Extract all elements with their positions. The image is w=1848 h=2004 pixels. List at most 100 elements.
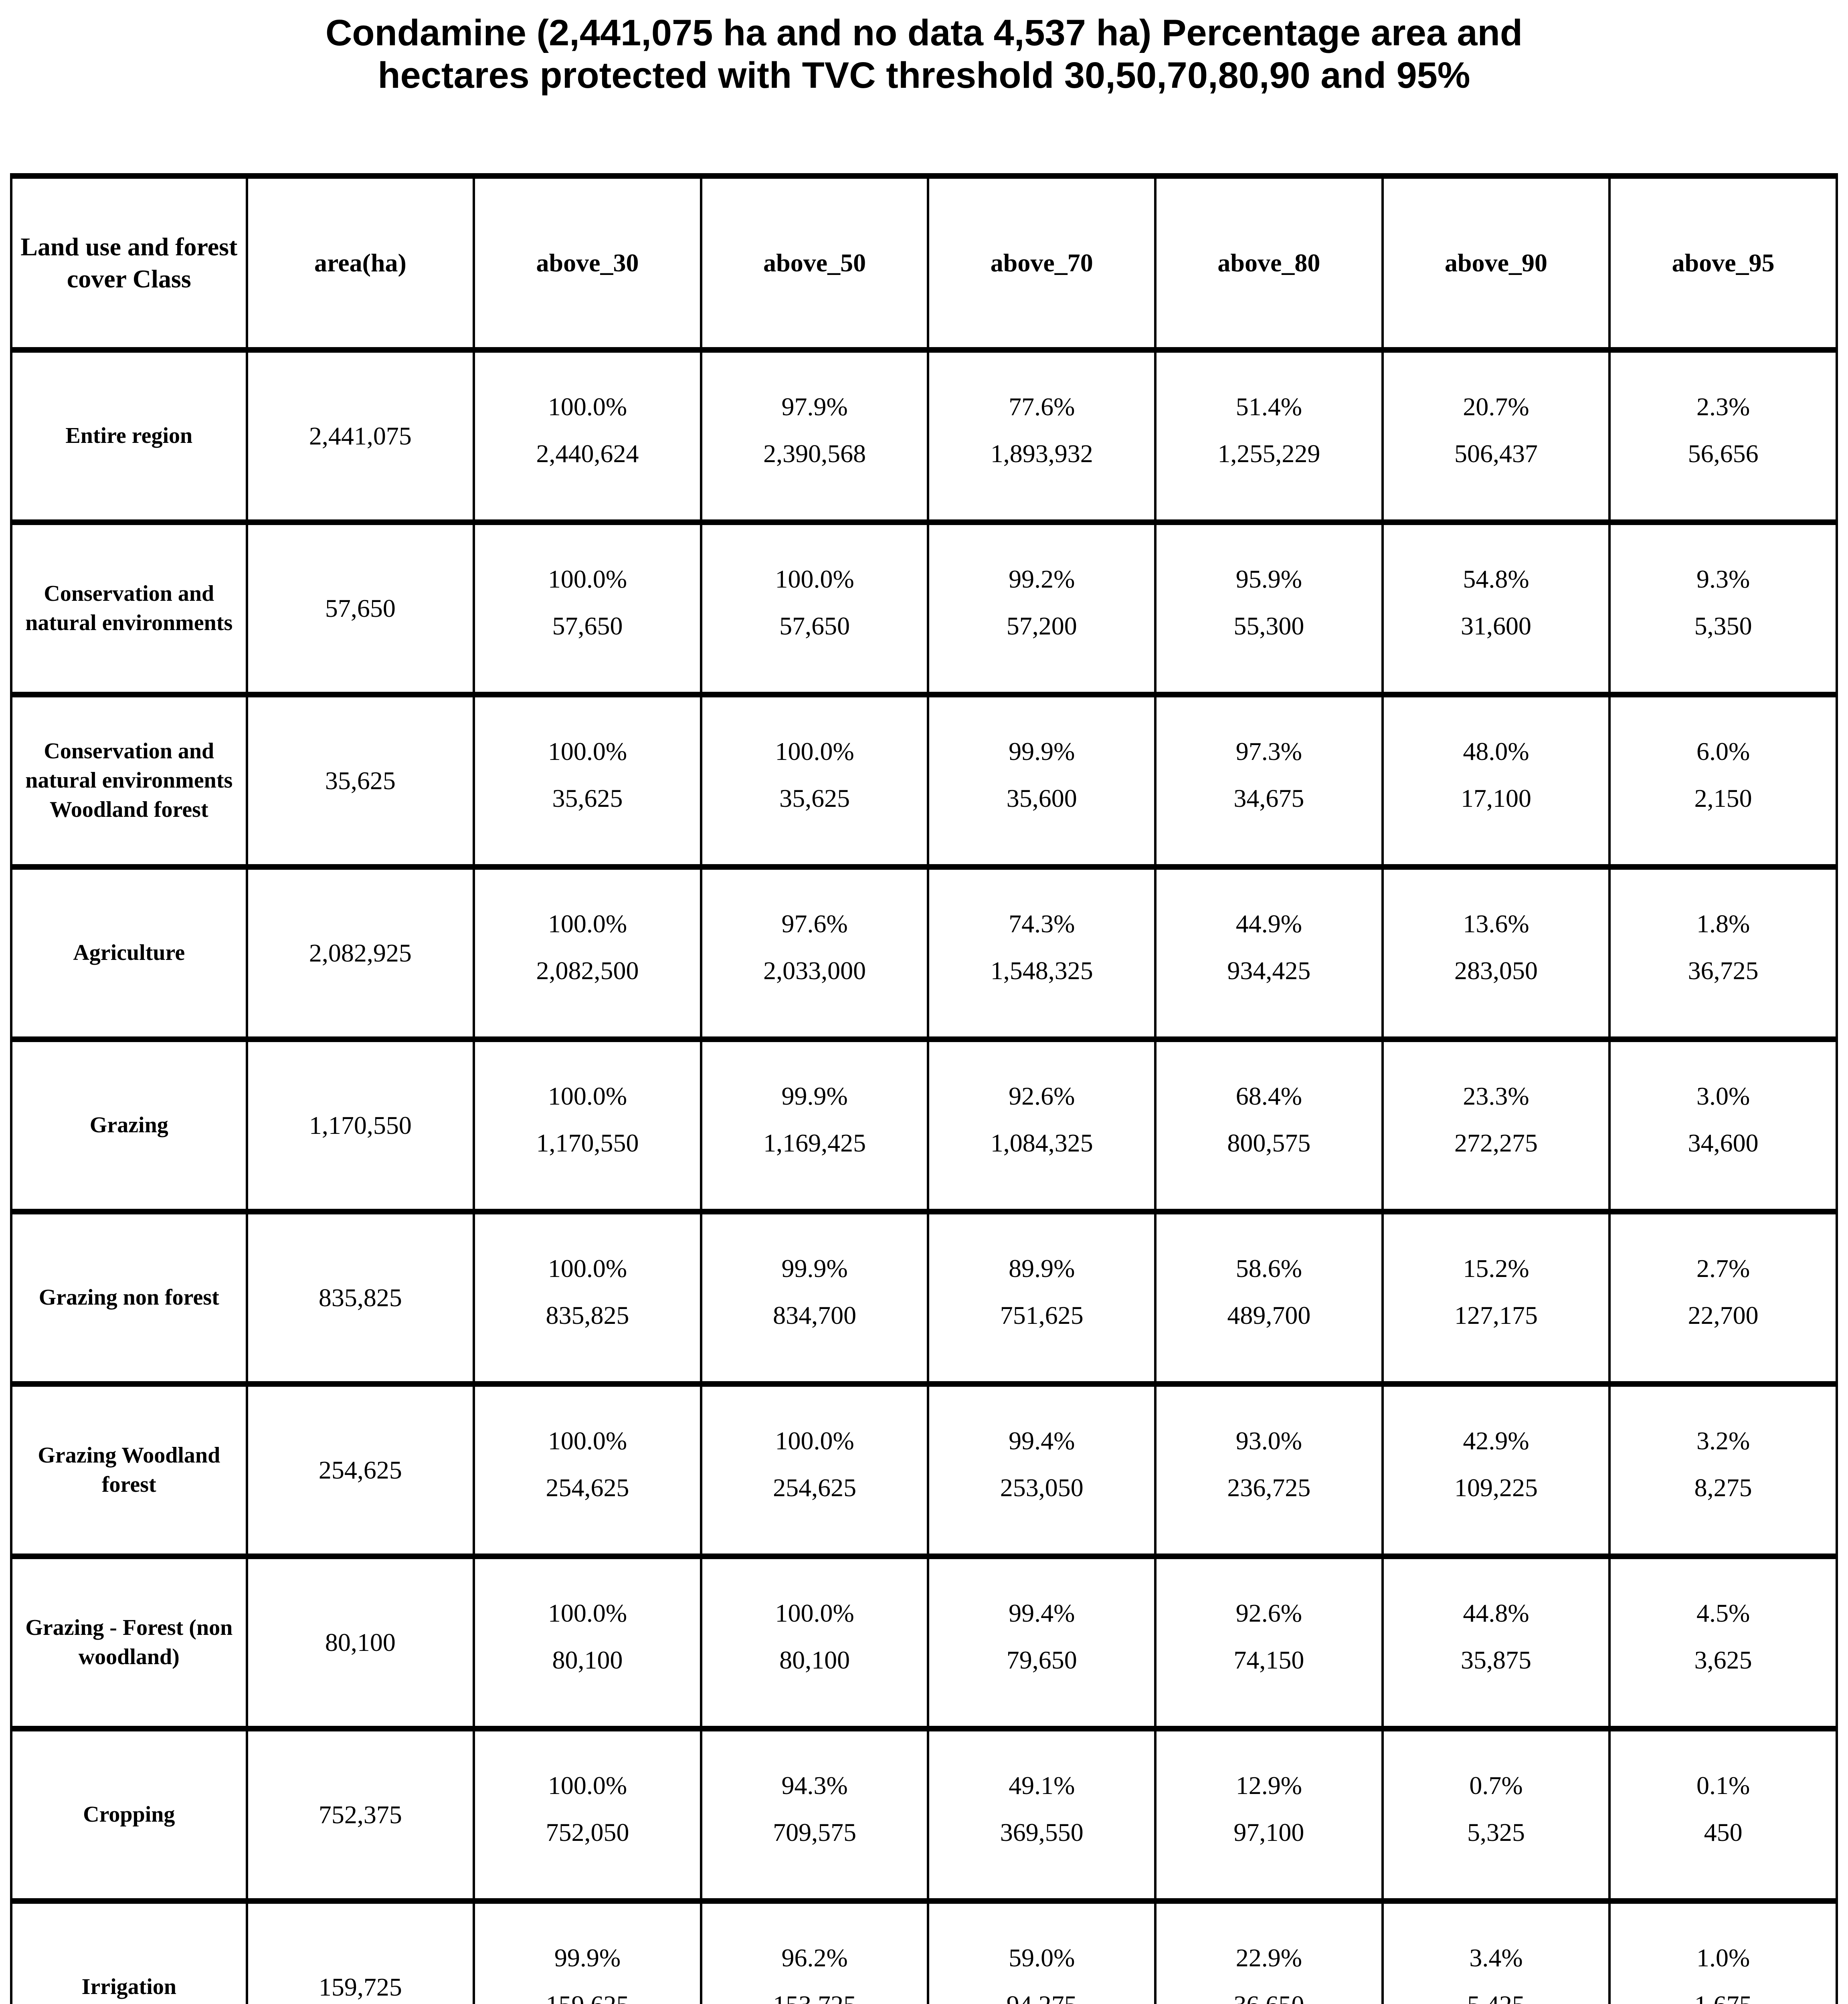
threshold-cell: 12.9% 97,100 xyxy=(1154,1725,1384,1904)
threshold-value-block: 15.2% 127,175 xyxy=(1385,1253,1607,1331)
threshold-value-block: 95.9% 55,300 xyxy=(1158,564,1380,642)
hectares-value: 35,625 xyxy=(552,784,623,812)
percent-value: 100.0% xyxy=(548,737,627,766)
table-row: Grazing non forest 835,825 100.0% 835,825 99… xyxy=(10,1208,1838,1387)
percent-value: 4.5% xyxy=(1696,1598,1750,1627)
hectares-value: 35,600 xyxy=(1006,784,1077,812)
threshold-value-block: 48.0% 17,100 xyxy=(1385,736,1607,814)
percent-value: 100.0% xyxy=(548,1254,627,1283)
area-value: 2,441,075 xyxy=(245,347,475,525)
threshold-value-block: 4.5% 3,625 xyxy=(1612,1598,1834,1676)
threshold-cell: 100.0% 254,625 xyxy=(700,1381,930,1559)
threshold-cell: 2.3% 56,656 xyxy=(1608,347,1838,525)
percent-value: 92.6% xyxy=(1009,1081,1075,1110)
threshold-cell: 100.0% 57,650 xyxy=(473,519,702,697)
threshold-cell: 44.9% 934,425 xyxy=(1154,864,1384,1042)
threshold-value-block: 23.3% 272,275 xyxy=(1385,1081,1607,1159)
percent-value: 59.0% xyxy=(1009,1943,1075,1972)
threshold-value-block: 100.0% 2,082,500 xyxy=(476,909,699,986)
hectares-value: 1,169,425 xyxy=(763,1128,866,1157)
title-line-1: Condamine (2,441,075 ha and no data 4,53… xyxy=(325,12,1523,53)
threshold-value-block: 92.6% 74,150 xyxy=(1158,1598,1380,1676)
page-title: Condamine (2,441,075 ha and no data 4,53… xyxy=(0,0,1848,97)
threshold-cell: 99.9% 159,625 xyxy=(473,1898,702,2004)
threshold-cell: 100.0% 2,440,624 xyxy=(473,347,702,525)
hectares-value: 800,575 xyxy=(1227,1128,1311,1157)
column-header: above_80 xyxy=(1154,173,1384,353)
threshold-value-block: 3.2% 8,275 xyxy=(1612,1426,1834,1503)
threshold-cell: 97.9% 2,390,568 xyxy=(700,347,930,525)
threshold-value-block: 58.6% 489,700 xyxy=(1158,1253,1380,1331)
hectares-value: 3,625 xyxy=(1694,1645,1752,1674)
threshold-value-block: 44.9% 934,425 xyxy=(1158,909,1380,986)
percent-value: 99.9% xyxy=(1009,737,1075,766)
hectares-value: 80,100 xyxy=(552,1645,623,1674)
threshold-cell: 2.7% 22,700 xyxy=(1608,1208,1838,1387)
threshold-cell: 100.0% 2,082,500 xyxy=(473,864,702,1042)
threshold-value-block: 49.1% 369,550 xyxy=(930,1770,1153,1848)
percent-value: 100.0% xyxy=(775,737,854,766)
area-value: 254,625 xyxy=(245,1381,475,1559)
threshold-value-block: 100.0% 35,625 xyxy=(476,736,699,814)
hectares-value: 127,175 xyxy=(1454,1301,1538,1329)
threshold-cell: 100.0% 80,100 xyxy=(700,1553,930,1731)
threshold-value-block: 59.0% 94,275 xyxy=(930,1943,1153,2004)
threshold-value-block: 93.0% 236,725 xyxy=(1158,1426,1380,1503)
hectares-value: 8,275 xyxy=(1694,1473,1752,1502)
threshold-cell: 48.0% 17,100 xyxy=(1381,691,1611,870)
threshold-cell: 1.0% 1,675 xyxy=(1608,1898,1838,2004)
area-value: 752,375 xyxy=(245,1725,475,1904)
threshold-value-block: 1.8% 36,725 xyxy=(1612,909,1834,986)
percent-value: 22.9% xyxy=(1235,1943,1302,1972)
threshold-cell: 13.6% 283,050 xyxy=(1381,864,1611,1042)
threshold-value-block: 12.9% 97,100 xyxy=(1158,1770,1380,1848)
threshold-cell: 97.6% 2,033,000 xyxy=(700,864,930,1042)
hectares-value: 369,550 xyxy=(1000,1818,1084,1846)
hectares-value: 109,225 xyxy=(1454,1473,1538,1502)
row-label: Entire region xyxy=(10,347,248,525)
percent-value: 99.4% xyxy=(1009,1598,1075,1627)
threshold-value-block: 92.6% 1,084,325 xyxy=(930,1081,1153,1159)
threshold-cell: 100.0% 835,825 xyxy=(473,1208,702,1387)
threshold-cell: 44.8% 35,875 xyxy=(1381,1553,1611,1731)
threshold-cell: 58.6% 489,700 xyxy=(1154,1208,1384,1387)
threshold-cell: 92.6% 74,150 xyxy=(1154,1553,1384,1731)
percent-value: 99.9% xyxy=(554,1943,621,1972)
hectares-value: 35,625 xyxy=(779,784,850,812)
hectares-value: 79,650 xyxy=(1006,1645,1077,1674)
hectares-value: 236,725 xyxy=(1227,1473,1311,1502)
percent-value: 94.3% xyxy=(781,1771,848,1800)
threshold-cell: 99.2% 57,200 xyxy=(927,519,1157,697)
percent-value: 15.2% xyxy=(1463,1254,1529,1283)
percent-value: 93.0% xyxy=(1235,1426,1302,1455)
threshold-value-block: 1.0% 1,675 xyxy=(1612,1943,1834,2004)
threshold-value-block: 100.0% 835,825 xyxy=(476,1253,699,1331)
percent-value: 23.3% xyxy=(1463,1081,1529,1110)
threshold-cell: 3.0% 34,600 xyxy=(1608,1036,1838,1214)
percent-value: 44.8% xyxy=(1463,1598,1529,1627)
threshold-cell: 9.3% 5,350 xyxy=(1608,519,1838,697)
percent-value: 1.0% xyxy=(1696,1943,1750,1972)
threshold-value-block: 42.9% 109,225 xyxy=(1385,1426,1607,1503)
threshold-value-block: 51.4% 1,255,229 xyxy=(1158,392,1380,469)
table-row: Conservation and natural environments Wo… xyxy=(10,691,1838,870)
threshold-cell: 100.0% 35,625 xyxy=(473,691,702,870)
threshold-cell: 15.2% 127,175 xyxy=(1381,1208,1611,1387)
threshold-value-block: 99.9% 159,625 xyxy=(476,1943,699,2004)
threshold-cell: 99.9% 1,169,425 xyxy=(700,1036,930,1214)
hectares-value: 254,625 xyxy=(546,1473,629,1502)
row-label: Conservation and natural environments xyxy=(10,519,248,697)
threshold-value-block: 97.6% 2,033,000 xyxy=(704,909,926,986)
threshold-cell: 23.3% 272,275 xyxy=(1381,1036,1611,1214)
threshold-cell: 54.8% 31,600 xyxy=(1381,519,1611,697)
threshold-value-block: 44.8% 35,875 xyxy=(1385,1598,1607,1676)
percent-value: 54.8% xyxy=(1463,564,1529,593)
table-row: Conservation and natural environments 57,… xyxy=(10,519,1838,697)
hectares-value: 752,050 xyxy=(546,1818,629,1846)
hectares-value: 2,033,000 xyxy=(763,956,866,985)
threshold-cell: 99.4% 253,050 xyxy=(927,1381,1157,1559)
threshold-value-block: 100.0% 2,440,624 xyxy=(476,392,699,469)
hectares-value: 934,425 xyxy=(1227,956,1311,985)
table-row: Grazing 1,170,550 100.0% 1,170,550 99.9% 1,16… xyxy=(10,1036,1838,1214)
